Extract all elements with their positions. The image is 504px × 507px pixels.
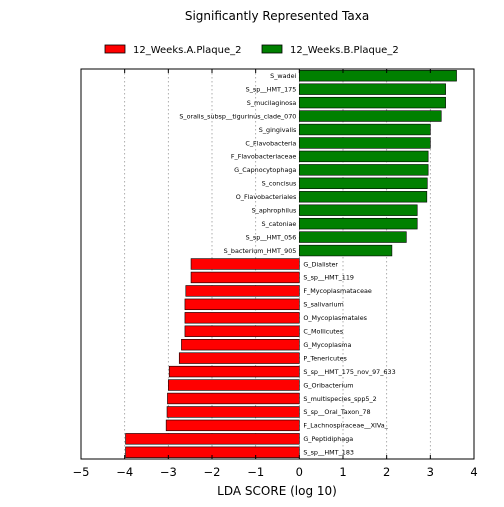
bar-label: S_concisus [262, 180, 297, 188]
bar-label: G_Mycoplasma [303, 341, 351, 349]
bar [125, 433, 300, 445]
bar-label: S_multispecies_spp5_2 [303, 395, 376, 403]
legend-swatch-b [261, 44, 283, 54]
bar [299, 150, 429, 163]
bar-label: S_oralis_subsp__tigurinus_clade_070 [179, 112, 296, 120]
bar [168, 365, 300, 378]
bar [299, 204, 418, 216]
bar [165, 419, 300, 432]
bar-label: G_Oribacterium [303, 381, 353, 389]
bar-label: S_catoniae [262, 220, 297, 228]
bar [181, 339, 300, 351]
bar [299, 137, 431, 149]
bar-label: S_sp__HMT_175 [246, 85, 297, 93]
bar-label: S_wadei [270, 72, 296, 80]
bar-label: S_sp__Oral_Taxon_78 [303, 408, 370, 416]
bar-label: S_salivarium [303, 301, 343, 309]
bar-label: F_Flavobacteriaceae [231, 153, 297, 161]
bar-label: F_Lachnospiraceae__XIVa_ [303, 422, 388, 430]
bar [184, 298, 300, 311]
bar [299, 123, 431, 136]
bar-label: O_Mycoplasmatales [303, 314, 367, 322]
bar [168, 379, 300, 391]
x-tick-label: −2 [204, 465, 221, 479]
bar-label: G_Dialister [303, 260, 338, 268]
bar-label: S_gingivalis [259, 126, 297, 134]
bar [299, 244, 393, 257]
bar-label: G_Peptidiphaga [303, 435, 353, 443]
bar [299, 164, 429, 176]
bar [167, 392, 300, 405]
bar [299, 83, 446, 95]
bar-label: S_sp__HMT_175_nov_97_633 [303, 368, 395, 376]
bar-label: S_aphrophilus [252, 207, 297, 215]
x-tick-label: −1 [247, 465, 264, 479]
x-tick-label: 1 [339, 465, 346, 479]
bar-label: S_mucilaginosa [247, 99, 297, 107]
x-tick-label: 0 [296, 465, 303, 479]
chart-title: Significantly Represented Taxa [185, 9, 369, 23]
bar-label: S_sp__HMT_183 [303, 449, 354, 457]
x-axis: −5 −4 −3 −2 −1 0 1 2 3 4 [73, 69, 478, 479]
bar-label: C_Mollicutes [303, 328, 343, 336]
x-tick-label: −5 [73, 465, 90, 479]
x-tick-label: 3 [427, 465, 434, 479]
x-tick-label: 2 [383, 465, 390, 479]
bar-labels: S_wadei S_sp__HMT_175 S_mucilaginosa S_oral… [179, 72, 395, 457]
bar [185, 285, 300, 297]
bar-label: O_Flavobacteriales [236, 193, 297, 201]
bar [299, 110, 442, 122]
x-tick-label: −3 [160, 465, 177, 479]
bars [125, 70, 457, 458]
bar-label: P_Tenericutes [303, 354, 347, 362]
legend: 12_Weeks.A.Plaque_2 12_Weeks.B.Plaque_2 [104, 44, 399, 56]
bar [299, 70, 457, 82]
x-axis-label: LDA SCORE (log 10) [217, 484, 337, 498]
bar-label: C_Flavobacteria [245, 139, 296, 147]
bar-label: G_Capnocytophaga [234, 166, 296, 174]
bar [190, 271, 300, 284]
legend-label-a: 12_Weeks.A.Plaque_2 [133, 45, 242, 56]
bar [299, 96, 446, 109]
bar-label: S_sp__HMT_056 [246, 233, 297, 241]
x-tick-label: −4 [116, 465, 133, 479]
bar [299, 217, 418, 230]
bar [166, 406, 300, 418]
bar [299, 191, 428, 203]
bar [299, 231, 407, 243]
bar [178, 352, 300, 364]
legend-label-b: 12_Weeks.B.Plaque_2 [290, 45, 399, 56]
legend-swatch-a [104, 44, 126, 54]
bar [190, 258, 300, 270]
bar [299, 177, 428, 189]
plot-frame [80, 68, 475, 460]
bar [184, 312, 300, 324]
bar [184, 325, 300, 337]
bar-label: F_Mycoplasmataceae [303, 287, 372, 295]
x-tick-label: 4 [470, 465, 477, 479]
bar-label: S_sp__HMT_119 [303, 274, 354, 282]
bar-label: S_bacterium_HMT_905 [224, 247, 297, 255]
